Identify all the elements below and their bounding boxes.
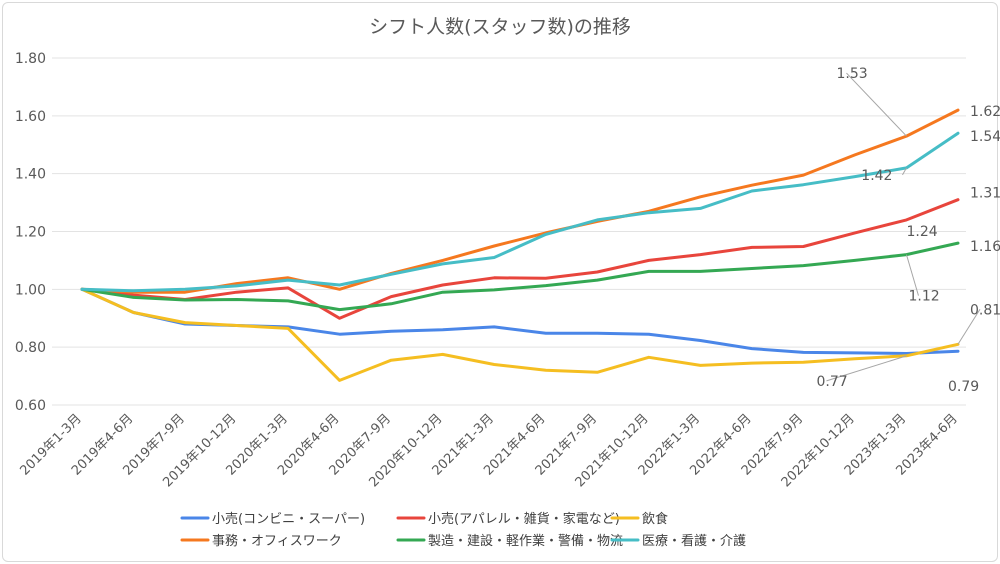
data-label: 1.31 <box>970 186 1000 202</box>
series-line-2 <box>80 198 960 320</box>
leader-line <box>957 309 981 345</box>
series-line-6 <box>80 131 960 293</box>
leader-line <box>905 254 919 296</box>
data-label: 1.24 <box>906 224 937 240</box>
legend-label: 事務・オフィスワーク <box>212 534 342 549</box>
y-tick-label: 1.20 <box>15 225 46 241</box>
y-tick-label: 1.40 <box>15 167 46 183</box>
y-tick-label: 0.60 <box>15 398 46 414</box>
legend-label: 飲食 <box>642 511 668 527</box>
legend-label: 小売(コンビニ・スーパー) <box>212 511 365 527</box>
y-tick-label: 0.80 <box>15 340 46 356</box>
data-labels: 1.53 1.62 1.54 1.42 1.31 1.24 1.16 1.12 0.81 0.77… <box>816 66 1000 395</box>
leader-line <box>826 355 907 382</box>
x-axis-ticks: 2019年1-3月2019年4-6月2019年7-9月2019年10-12月20… <box>17 411 960 490</box>
data-label: 1.54 <box>970 129 1000 145</box>
data-label: 1.12 <box>908 289 939 305</box>
y-tick-label: 1.60 <box>15 109 46 125</box>
data-label: 1.42 <box>861 168 892 184</box>
leader-line <box>846 72 907 137</box>
legend-label: 医療・看護・介護 <box>642 533 746 549</box>
leader-line <box>902 167 907 176</box>
y-axis-ticks: 0.60 0.80 1.00 1.20 1.40 1.60 1.80 <box>15 51 46 414</box>
data-label: 1.62 <box>970 104 1000 120</box>
legend: 小売(コンビニ・スーパー) 小売(アパレル・雑貨・家電など) 飲食事務・オフィスワー… <box>180 511 746 549</box>
legend-label: 製造・建設・軽作業・警備・物流 <box>428 533 623 549</box>
legend-label: 小売(アパレル・雑貨・家電など) <box>428 511 620 527</box>
data-label: 0.79 <box>948 379 979 395</box>
series-line-3 <box>80 287 960 382</box>
data-label: 1.53 <box>836 66 867 82</box>
label-leader-lines <box>826 72 981 382</box>
series-line-4 <box>80 108 960 294</box>
y-tick-label: 1.80 <box>15 51 46 67</box>
series-lines <box>80 108 960 382</box>
y-tick-label: 1.00 <box>15 282 46 298</box>
gridlines <box>52 57 966 406</box>
series-line-5 <box>80 241 960 312</box>
data-label: 0.77 <box>816 374 847 390</box>
chart-title: シフト人数(スタッフ数)の推移 <box>369 16 631 38</box>
data-label: 1.16 <box>970 239 1000 255</box>
data-label: 0.81 <box>970 302 1000 318</box>
